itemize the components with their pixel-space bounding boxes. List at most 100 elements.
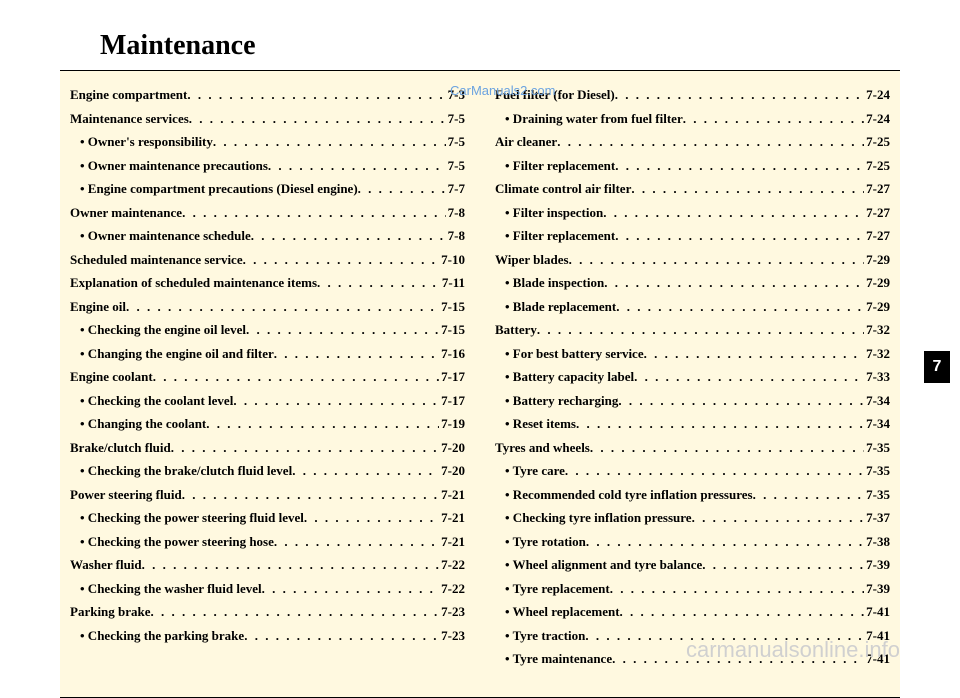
toc-page: 7-15	[439, 320, 465, 340]
toc-entry: Engine oil 7-15	[70, 297, 465, 317]
toc-entry: • Wheel replacement 7-41	[495, 602, 890, 622]
toc-label: • Recommended cold tyre inflation pressu…	[505, 485, 753, 505]
toc-entry: • Owner maintenance precautions 7-5	[70, 156, 465, 176]
toc-dots	[702, 555, 864, 575]
toc-dots	[615, 85, 864, 105]
toc-entry: • Filter replacement 7-25	[495, 156, 890, 176]
toc-label: • Reset items	[505, 414, 576, 434]
toc-label: Scheduled maintenance service	[70, 250, 243, 270]
toc-dots	[692, 508, 865, 528]
toc-label: Engine coolant	[70, 367, 153, 387]
toc-dots	[187, 85, 445, 105]
toc-page: 7-17	[439, 391, 465, 411]
toc-dots	[616, 297, 864, 317]
toc-page: 7-27	[864, 226, 890, 246]
toc-label: • Wheel alignment and tyre balance	[505, 555, 702, 575]
toc-dots	[603, 203, 864, 223]
toc-label: • Checking the parking brake	[80, 626, 244, 646]
toc-label: Explanation of scheduled maintenance ite…	[70, 273, 317, 293]
toc-label: • Filter replacement	[505, 226, 615, 246]
toc-dots	[358, 179, 446, 199]
toc-page: 7-24	[864, 109, 890, 129]
toc-entry: • Filter replacement 7-27	[495, 226, 890, 246]
toc-dots	[590, 438, 864, 458]
toc-page: 7-17	[439, 367, 465, 387]
toc-page: 7-29	[864, 250, 890, 270]
toc-page: 7-25	[864, 156, 890, 176]
toc-entry: • Owner's responsibility 7-5	[70, 132, 465, 152]
toc-page: 7-32	[864, 344, 890, 364]
toc-dots	[182, 203, 446, 223]
toc-page: 7-19	[439, 414, 465, 434]
toc-page: 7-38	[864, 532, 890, 552]
toc-page: 7-5	[446, 109, 465, 129]
toc-page: 7-8	[446, 226, 465, 246]
toc-page: 7-11	[440, 273, 465, 293]
toc-label: Maintenance services	[70, 109, 189, 129]
toc-dots	[292, 461, 439, 481]
toc-label: Engine compartment	[70, 85, 187, 105]
toc-page: 7-33	[864, 367, 890, 387]
toc-page: 7-21	[439, 532, 465, 552]
toc-dots	[644, 344, 865, 364]
toc-dots	[537, 320, 864, 340]
page-title: Maintenance	[60, 30, 900, 62]
toc-dots	[317, 273, 440, 293]
toc-entry: Parking brake 7-23	[70, 602, 465, 622]
toc-page: 7-39	[864, 579, 890, 599]
toc-entry: • Battery capacity label 7-33	[495, 367, 890, 387]
toc-label: • Battery capacity label	[505, 367, 634, 387]
toc-page: 7-27	[864, 179, 890, 199]
toc-dots	[557, 132, 864, 152]
toc-page: 7-25	[864, 132, 890, 152]
toc-entry: Power steering fluid 7-21	[70, 485, 465, 505]
toc-page: 7-8	[446, 203, 465, 223]
watermark-bottom: carmanualsonline.info	[686, 637, 900, 663]
toc-entry: • Engine compartment precautions (Diesel…	[70, 179, 465, 199]
toc-entry: • Tyre care 7-35	[495, 461, 890, 481]
toc-page: 7-35	[864, 461, 890, 481]
toc-label: • Wheel replacement	[505, 602, 620, 622]
toc-dots	[274, 532, 439, 552]
toc-page: 7-34	[864, 391, 890, 411]
toc-page: 7-29	[864, 273, 890, 293]
toc-label: • Tyre care	[505, 461, 565, 481]
toc-label: Power steering fluid	[70, 485, 182, 505]
toc-dots	[620, 602, 865, 622]
toc-dots	[233, 391, 439, 411]
toc-entry: • Changing the coolant 7-19	[70, 414, 465, 434]
toc-dots	[182, 485, 439, 505]
toc-entry: • Changing the engine oil and filter 7-1…	[70, 344, 465, 364]
toc-page: 7-41	[864, 602, 890, 622]
toc-page: 7-34	[864, 414, 890, 434]
toc-entry: • Checking tyre inflation pressure 7-37	[495, 508, 890, 528]
toc-dots	[213, 132, 446, 152]
toc-entry: Battery 7-32	[495, 320, 890, 340]
toc-page: 7-15	[439, 297, 465, 317]
toc-page: 7-5	[446, 132, 465, 152]
toc-label: Owner maintenance	[70, 203, 182, 223]
toc-entry: • Checking the brake/clutch fluid level …	[70, 461, 465, 481]
toc-entry: • Checking the power steering fluid leve…	[70, 508, 465, 528]
toc-dots	[615, 226, 864, 246]
toc-entry: • Battery recharging 7-34	[495, 391, 890, 411]
toc-dots	[243, 250, 440, 270]
toc-dots	[604, 273, 864, 293]
toc-entry: • Checking the parking brake 7-23	[70, 626, 465, 646]
toc-dots	[576, 414, 864, 434]
toc-entry: • Blade replacement 7-29	[495, 297, 890, 317]
toc-page: 7-22	[439, 579, 465, 599]
toc-dots	[171, 438, 439, 458]
toc-label: • Checking the coolant level	[80, 391, 233, 411]
toc-dots	[151, 602, 440, 622]
toc-dots	[142, 555, 440, 575]
toc-label: Tyres and wheels	[495, 438, 590, 458]
toc-label: • Owner's responsibility	[80, 132, 213, 152]
toc-dots	[244, 626, 439, 646]
toc-page: 7-35	[864, 485, 890, 505]
toc-label: • Owner maintenance schedule	[80, 226, 251, 246]
toc-dots	[631, 179, 864, 199]
toc-label: • Tyre traction	[505, 626, 585, 646]
toc-entry: Climate control air filter 7-27	[495, 179, 890, 199]
toc-entry: • Checking the coolant level 7-17	[70, 391, 465, 411]
